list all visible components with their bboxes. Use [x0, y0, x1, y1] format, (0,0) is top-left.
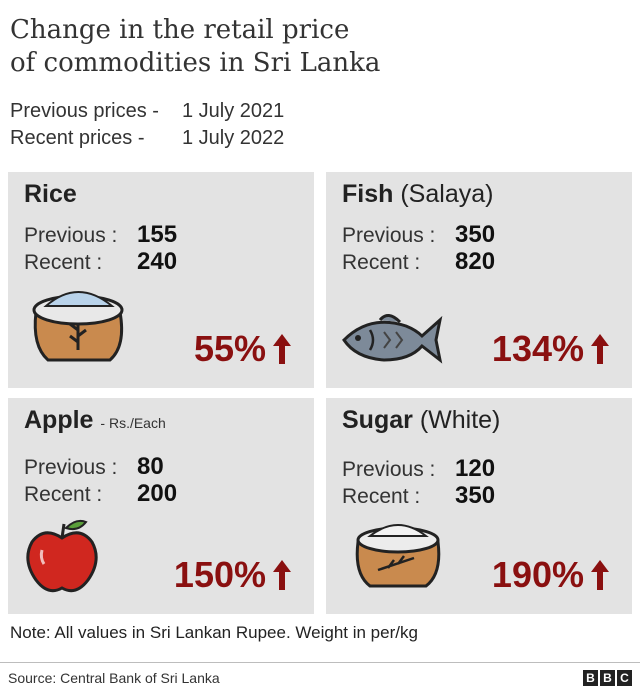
- commodity-name: Fish (Salaya): [342, 180, 494, 208]
- change-percent: 150%: [174, 554, 292, 596]
- recent-price: 200: [137, 480, 178, 507]
- previous-price: 155: [137, 221, 178, 248]
- change-percent: 190%: [492, 554, 610, 596]
- up-arrow-icon: [273, 560, 291, 590]
- recent-label: Recent :: [24, 251, 103, 274]
- recent-price: 350: [455, 482, 496, 509]
- price-block: Previous : 80 Recent : 200: [24, 454, 177, 508]
- recent-price: 820: [455, 248, 496, 275]
- commodity-name: Apple - Rs./Each: [24, 406, 166, 434]
- title-line-1: Change in the retail price: [10, 15, 350, 45]
- recent-label: Recent :: [342, 251, 421, 274]
- chart-title: Change in the retail price of commoditie…: [10, 14, 630, 80]
- up-arrow-icon: [591, 334, 609, 364]
- recent-date-value: 1 July 2022: [182, 127, 285, 149]
- card-apple: Apple - Rs./Each Previous : 80 Recent : 20…: [8, 398, 314, 614]
- previous-date-row: Previous prices - 1 July 2021: [10, 98, 284, 125]
- recent-date-row: Recent prices - 1 July 2022: [10, 125, 284, 152]
- recent-price: 240: [137, 248, 178, 275]
- up-arrow-icon: [591, 560, 609, 590]
- sugar-sack-icon: [355, 524, 441, 588]
- previous-label: Previous :: [342, 224, 436, 247]
- apple-icon: [26, 519, 98, 593]
- price-block: Previous : 120 Recent : 350: [342, 456, 495, 510]
- previous-price: 120: [455, 455, 496, 482]
- date-legend: Previous prices - 1 July 2021 Recent pri…: [10, 98, 284, 152]
- rice-sack-icon: [32, 291, 124, 362]
- previous-price: 80: [137, 453, 164, 480]
- previous-label: Previous :: [342, 458, 436, 481]
- previous-date-label: Previous prices -: [10, 100, 159, 122]
- source-line: Source: Central Bank of Sri Lanka: [8, 670, 220, 686]
- price-block: Previous : 155 Recent : 240: [24, 222, 177, 276]
- change-percent: 55%: [194, 328, 292, 370]
- price-block: Previous : 350 Recent : 820: [342, 222, 495, 276]
- up-arrow-icon: [273, 334, 291, 364]
- recent-date-label: Recent prices -: [10, 127, 145, 149]
- previous-price: 350: [455, 221, 496, 248]
- commodity-name: Rice: [24, 180, 77, 208]
- previous-label: Previous :: [24, 224, 118, 247]
- footnote: Note: All values in Sri Lankan Rupee. We…: [10, 623, 418, 642]
- card-fish: Fish (Salaya) Previous :350 Recent :820 …: [326, 172, 632, 388]
- recent-label: Recent :: [24, 483, 103, 506]
- previous-label: Previous :: [24, 456, 118, 479]
- recent-label: Recent :: [342, 485, 421, 508]
- card-rice: Rice Previous : 155 Recent : 240 55%: [8, 172, 314, 388]
- fish-icon: [342, 314, 443, 364]
- title-line-2: of commodities in Sri Lanka: [10, 48, 381, 78]
- divider: [0, 662, 640, 663]
- card-sugar: Sugar (White) Previous :120 Recent :350 …: [326, 398, 632, 614]
- commodity-name: Sugar (White): [342, 406, 501, 434]
- change-percent: 134%: [492, 328, 610, 370]
- previous-date-value: 1 July 2021: [182, 100, 285, 122]
